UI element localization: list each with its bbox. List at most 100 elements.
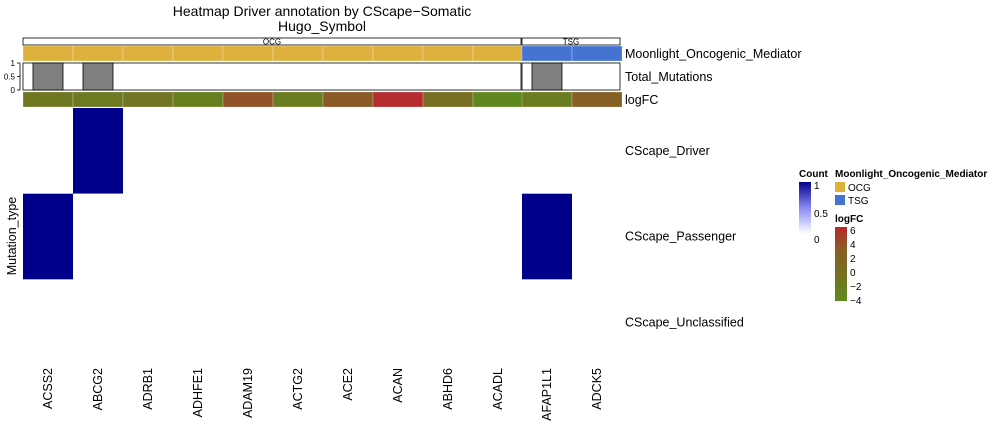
group-label-ocg: OCG xyxy=(263,38,281,47)
logfc-cell-abhd6 xyxy=(422,91,474,108)
heatmap-cell-cscape-unclassified-abcg2 xyxy=(73,279,123,366)
chart-title: Heatmap Driver annotation by CScape−Soma… xyxy=(173,3,471,19)
legend-logfc-label-2: 2 xyxy=(850,254,856,265)
legend-moonlight-swatch-ocg xyxy=(835,182,845,192)
legend-count-label-1: 1 xyxy=(814,181,820,192)
column-label-adam19: ADAM19 xyxy=(241,368,255,418)
legend-count: Count 1 0.5 0 xyxy=(799,169,829,246)
total-mutations-bar-afap1l1 xyxy=(531,62,563,91)
moonlight-cell-abhd6 xyxy=(422,45,474,62)
heatmap-cell-cscape-unclassified-afap1l1 xyxy=(522,279,572,366)
column-label-ace2: ACE2 xyxy=(341,368,355,401)
column-label-adhfe1: ADHFE1 xyxy=(191,368,205,417)
legend-logfc-label-4: 4 xyxy=(850,240,856,251)
row-labels: CScape_Driver CScape_Passenger CScape_Uncl… xyxy=(625,144,744,329)
heatmap-cell-cscape-unclassified-acadl xyxy=(473,279,523,366)
column-labels: ACSS2 ABCG2 ADRB1 ADHFE1 ADAM19 ACTG2 ACE2 ACAN… xyxy=(41,368,604,421)
logfc-cell-acss2 xyxy=(22,91,74,108)
logfc-cell-actg2 xyxy=(272,91,324,108)
legend-logfc: logFC 6 4 2 0 −2 −4 xyxy=(835,214,863,307)
heatmap-cell-cscape-driver-adck5 xyxy=(572,108,622,194)
annotation-label-moonlight: Moonlight_Oncogenic_Mediator xyxy=(625,47,802,61)
logfc-cell-ace2 xyxy=(322,91,374,108)
heatmap-cell-cscape-unclassified-actg2 xyxy=(273,279,323,366)
moonlight-cell-afap1l1 xyxy=(521,45,573,62)
column-label-abhd6: ABHD6 xyxy=(441,368,455,410)
legend-count-title: Count xyxy=(799,169,829,180)
heatmap-cell-cscape-driver-ace2 xyxy=(323,108,373,194)
legend-count-colorbar xyxy=(799,182,811,234)
row-label-cscape-passenger: CScape_Passenger xyxy=(625,230,736,244)
heatmap-cell-cscape-driver-adhfe1 xyxy=(173,108,223,194)
heatmap-cell-cscape-passenger-actg2 xyxy=(273,193,323,280)
heatmap-cell-cscape-passenger-adck5 xyxy=(572,193,622,280)
heatmap-cell-cscape-unclassified-acan xyxy=(373,279,423,366)
legend-count-label-05: 0.5 xyxy=(814,209,828,220)
legend-logfc-label-m2: −2 xyxy=(850,282,862,293)
column-label-adrb1: ADRB1 xyxy=(141,368,155,410)
moonlight-cell-actg2 xyxy=(272,45,324,62)
heatmap-cell-cscape-passenger-adhfe1 xyxy=(173,193,223,280)
total-mutations-tick-label-0: 1 xyxy=(11,59,16,68)
heatmap-cell-cscape-driver-abhd6 xyxy=(423,108,473,194)
row-label-cscape-driver: CScape_Driver xyxy=(625,144,710,158)
legend-count-label-0: 0 xyxy=(814,235,820,246)
group-label-tsg: TSG xyxy=(563,38,579,47)
moonlight-cell-acadl xyxy=(472,45,524,62)
logfc-cell-abcg2 xyxy=(72,91,124,108)
heatmap-cell-cscape-driver-adam19 xyxy=(223,108,273,194)
heatmap-cell-cscape-unclassified-adhfe1 xyxy=(173,279,223,366)
moonlight-cell-adck5 xyxy=(571,45,623,62)
heatmap-cell-cscape-passenger-abcg2 xyxy=(73,193,123,280)
moonlight-annotation-track xyxy=(22,45,623,62)
heatmap-cell-cscape-passenger-acss2 xyxy=(23,193,73,280)
heatmap-cell-cscape-passenger-ace2 xyxy=(323,193,373,280)
legend-moonlight-title: Moonlight_Oncogenic_Mediator xyxy=(835,169,987,180)
legend-logfc-colorbar xyxy=(835,227,847,301)
heatmap-cell-cscape-unclassified-adrb1 xyxy=(123,279,173,366)
column-label-adck5: ADCK5 xyxy=(590,368,604,410)
annotation-label-logfc: logFC xyxy=(625,93,658,107)
annotation-label-total-mutations: Total_Mutations xyxy=(625,70,713,84)
heatmap-cell-cscape-passenger-abhd6 xyxy=(423,193,473,280)
legend-logfc-label-m4: −4 xyxy=(850,296,862,307)
heatmap-cell-cscape-driver-actg2 xyxy=(273,108,323,194)
heatmap-cell-cscape-driver-adrb1 xyxy=(123,108,173,194)
total-mutations-track: 10.50 xyxy=(4,59,621,95)
heatmap-cell-cscape-passenger-acan xyxy=(373,193,423,280)
heatmap-cell-cscape-passenger-adrb1 xyxy=(123,193,173,280)
column-label-acan: ACAN xyxy=(391,368,405,403)
row-label-cscape-unclassified: CScape_Unclassified xyxy=(625,315,744,329)
heatmap-cell-cscape-passenger-acadl xyxy=(473,193,523,280)
heatmap-cells xyxy=(23,108,622,366)
heatmap-cell-cscape-driver-afap1l1 xyxy=(522,108,572,194)
column-label-abcg2: ABCG2 xyxy=(91,368,105,410)
moonlight-cell-adrb1 xyxy=(122,45,174,62)
logfc-cell-adck5 xyxy=(571,91,623,108)
legend-logfc-label-0: 0 xyxy=(850,268,856,279)
heatmap-cell-cscape-driver-abcg2 xyxy=(73,108,123,194)
heatmap-cell-cscape-unclassified-ace2 xyxy=(323,279,373,366)
heatmap-cell-cscape-unclassified-acss2 xyxy=(23,279,73,366)
legend-moonlight-swatch-tsg xyxy=(835,195,845,205)
heatmap-cell-cscape-passenger-adam19 xyxy=(223,193,273,280)
heatmap-cell-cscape-unclassified-adck5 xyxy=(572,279,622,366)
logfc-cell-acadl xyxy=(472,91,524,108)
legend-moonlight: Moonlight_Oncogenic_Mediator OCG TSG xyxy=(835,169,987,207)
logfc-cell-adrb1 xyxy=(122,91,174,108)
legend-moonlight-label-ocg: OCG xyxy=(848,183,871,194)
chart-subtitle: Hugo_Symbol xyxy=(278,18,366,34)
legend-logfc-label-6: 6 xyxy=(850,226,856,237)
logfc-cell-afap1l1 xyxy=(521,91,573,108)
column-label-afap1l1: AFAP1L1 xyxy=(540,368,554,421)
group-header-tsg xyxy=(521,37,621,46)
heatmap-cell-cscape-driver-acadl xyxy=(473,108,523,194)
heatmap-cell-cscape-unclassified-abhd6 xyxy=(423,279,473,366)
heatmap-cell-cscape-unclassified-adam19 xyxy=(223,279,273,366)
heatmap-cell-cscape-driver-acss2 xyxy=(23,108,73,194)
moonlight-cell-ace2 xyxy=(322,45,374,62)
heatmap-cell-cscape-driver-acan xyxy=(373,108,423,194)
legend-moonlight-label-tsg: TSG xyxy=(848,196,869,207)
column-label-acss2: ACSS2 xyxy=(41,368,55,409)
